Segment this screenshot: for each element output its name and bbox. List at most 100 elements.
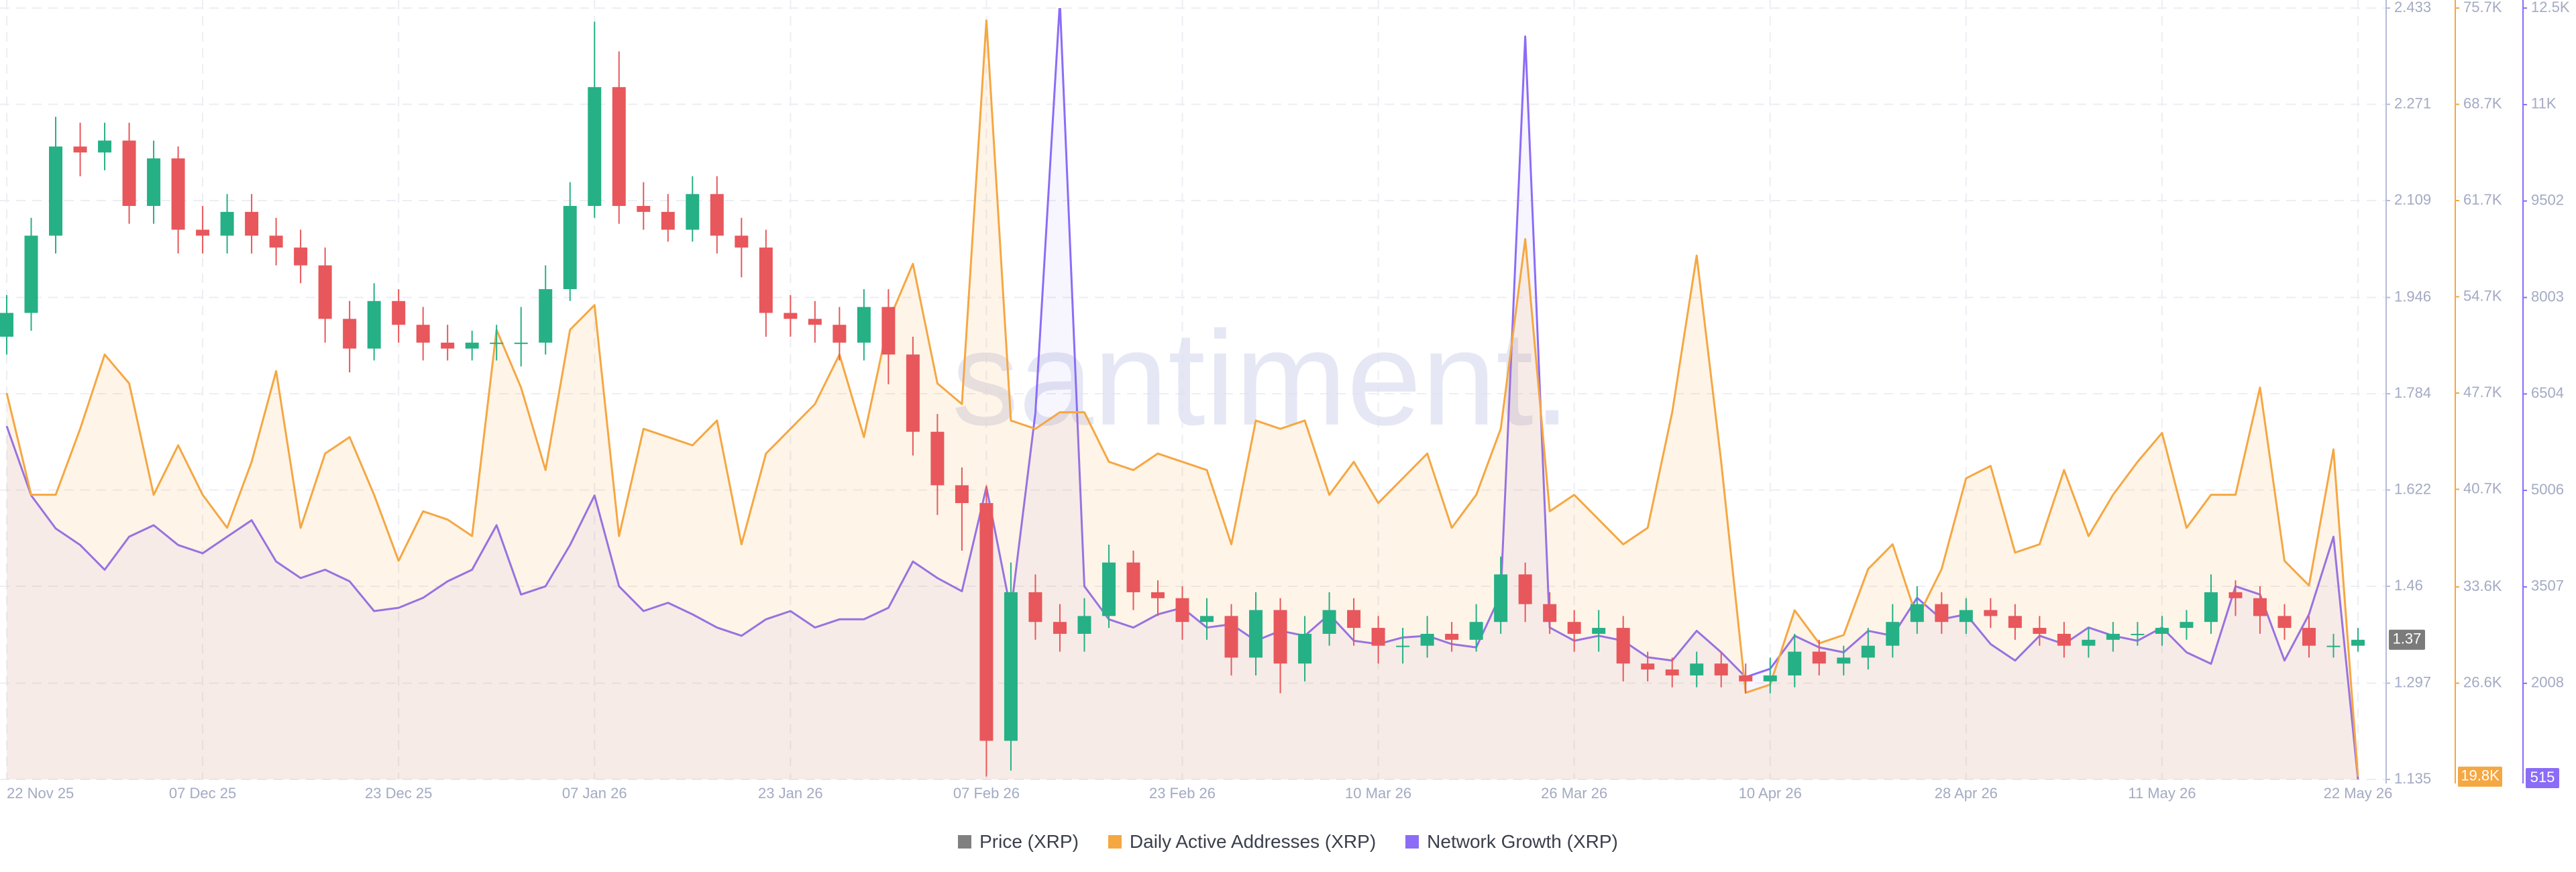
x-tick-label: 26 Mar 26: [1541, 785, 1607, 802]
candle-body: [1077, 616, 1091, 634]
candle-body: [1126, 562, 1140, 592]
legend-swatch: [1405, 835, 1419, 849]
candle-body: [147, 158, 161, 207]
y-tick-label: 40.7K: [2463, 480, 2502, 496]
candle-body: [1935, 604, 1949, 622]
x-tick-label: 28 Apr 26: [1935, 785, 1998, 802]
candle-body: [1665, 669, 1679, 675]
candle-body: [122, 140, 136, 207]
legend-swatch: [958, 835, 972, 849]
x-tick-label: 22 Nov 25: [7, 785, 74, 802]
candle-body: [2302, 628, 2316, 646]
area-fill: [7, 8, 2358, 779]
candle-body: [2326, 645, 2341, 647]
candle-body: [1396, 645, 1410, 647]
legend-item[interactable]: Daily Active Addresses (XRP): [1108, 828, 1376, 855]
axes: 1.135 1.297 1.46 1.622 1.784 1.946 2.109 2.271 2…: [7, 0, 2570, 802]
candle-body: [392, 301, 406, 325]
y-tick-label: 12.5K: [2531, 0, 2570, 15]
y-tick-label: 75.7K: [2463, 0, 2502, 15]
y-tick-label: 68.7K: [2463, 95, 2502, 111]
candle-body: [637, 206, 651, 212]
legend-item[interactable]: Network Growth (XRP): [1405, 828, 1618, 855]
candle-body: [1224, 616, 1238, 658]
candle-body: [2082, 639, 2096, 646]
candle-body: [1714, 663, 1728, 675]
value-badge-label: 515: [2530, 769, 2555, 785]
legend: Price (XRP) Daily Active Addresses (XRP) N…: [0, 828, 2576, 855]
y-tick-label: 9502: [2531, 191, 2564, 208]
candle-body: [1028, 592, 1042, 622]
y-tick-label: 61.7K: [2463, 191, 2502, 208]
candle-body: [808, 319, 822, 325]
y-tick-label: 2008: [2531, 674, 2564, 691]
value-badge: [2458, 766, 2502, 787]
candle-body: [612, 87, 626, 207]
candle-body: [1837, 657, 1851, 664]
candle-body: [1322, 610, 1336, 634]
candle-body: [318, 265, 332, 319]
candle-body: [1788, 651, 1802, 675]
candle-body: [1739, 675, 1753, 682]
candle-body: [588, 87, 602, 207]
candle-body: [2106, 633, 2120, 640]
legend-label: Daily Active Addresses (XRP): [1129, 831, 1377, 852]
candle-body: [784, 313, 798, 319]
candle-body: [1910, 604, 1924, 622]
candle-body: [1053, 622, 1067, 634]
y-tick-label: 1.622: [2394, 480, 2431, 497]
y-tick-label: 3507: [2531, 578, 2564, 594]
candle-body: [2351, 639, 2365, 646]
candle-body: [2180, 622, 2194, 629]
candle-body: [2229, 592, 2243, 598]
candle-body: [2008, 616, 2022, 629]
x-tick-label: 07 Jan 26: [562, 785, 627, 802]
candle-body: [2033, 628, 2047, 634]
legend-swatch: [1108, 835, 1122, 849]
legend-item[interactable]: Price (XRP): [958, 828, 1079, 855]
x-tick-label: 23 Feb 26: [1149, 785, 1216, 802]
candle-body: [1690, 663, 1704, 675]
area-line: [5, 19, 2359, 777]
candle-body: [1249, 610, 1263, 658]
candle-body: [1518, 574, 1532, 604]
y-tick-label: 1.135: [2394, 770, 2431, 787]
candle-body: [1298, 633, 1312, 664]
candle-body: [1175, 598, 1189, 622]
x-tick-label: 11 May 26: [2128, 785, 2196, 802]
x-tick-label: 07 Feb 26: [953, 785, 1020, 802]
value-badge-label: 19.8K: [2461, 767, 2500, 784]
candle-body: [539, 289, 553, 343]
y-tick-label: 1.784: [2394, 384, 2431, 401]
candle-body: [2155, 628, 2169, 634]
candle-body: [343, 319, 357, 349]
y-tick-label: 33.6K: [2463, 578, 2502, 594]
candle-body: [1641, 663, 1655, 670]
candle-body: [1420, 633, 1434, 646]
candle-body: [1004, 592, 1018, 741]
candle-body: [490, 342, 504, 344]
candle-body: [686, 194, 700, 230]
y-tick-label: 26.6K: [2463, 673, 2502, 690]
candle-body: [955, 485, 969, 504]
candle-body: [1445, 633, 1459, 640]
candle-body: [857, 307, 871, 343]
value-badge: [2526, 768, 2559, 788]
candle-body: [1984, 610, 1998, 616]
value-badge: [2389, 629, 2425, 650]
candle-body: [171, 158, 185, 230]
candle-body: [2204, 592, 2218, 622]
x-tick-label: 23 Dec 25: [365, 785, 432, 802]
candle-body: [196, 229, 210, 236]
candle-body: [1494, 574, 1508, 622]
candle-body: [1200, 616, 1214, 622]
candle-body: [881, 307, 896, 355]
x-tick-label: 23 Jan 26: [758, 785, 823, 802]
legend-label: Network Growth (XRP): [1427, 831, 1618, 852]
candle-body: [661, 211, 675, 230]
candle-body: [1371, 628, 1385, 646]
candle-body: [220, 211, 234, 236]
candle-body: [24, 235, 38, 313]
